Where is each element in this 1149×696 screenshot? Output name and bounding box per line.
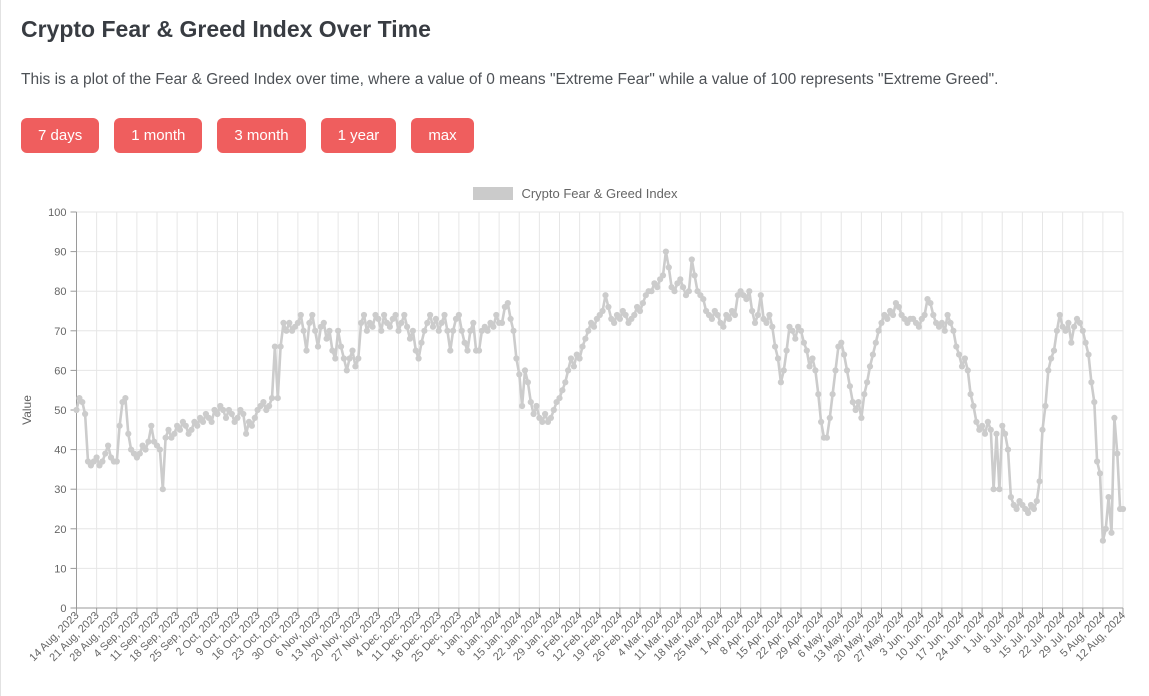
svg-text:30: 30 [54,484,66,496]
chart-legend[interactable]: Crypto Fear & Greed Index [1,186,1149,201]
svg-text:90: 90 [54,247,66,259]
legend-label: Crypto Fear & Greed Index [521,186,678,201]
svg-text:10: 10 [54,563,66,575]
svg-text:80: 80 [54,286,66,298]
legend-swatch-icon [473,187,514,200]
range-button-1-year[interactable]: 1 year [320,118,397,153]
svg-text:0: 0 [60,603,66,615]
svg-text:20: 20 [54,524,66,536]
svg-text:100: 100 [48,207,66,219]
page-description: This is a plot of the Fear & Greed Index… [21,71,999,88]
page-title: Crypto Fear & Greed Index Over Time [21,16,431,42]
svg-text:50: 50 [54,405,66,417]
range-button-3-month[interactable]: 3 month [217,118,306,153]
y-axis-title: Value [20,395,34,425]
range-button-max[interactable]: max [411,118,474,153]
range-button-7-days[interactable]: 7 days [21,118,100,153]
range-buttons: 7 days 1 month 3 month 1 year max [21,118,474,153]
svg-text:70: 70 [54,326,66,338]
range-button-1-month[interactable]: 1 month [114,118,203,153]
svg-text:60: 60 [54,365,66,377]
svg-text:40: 40 [54,445,66,457]
